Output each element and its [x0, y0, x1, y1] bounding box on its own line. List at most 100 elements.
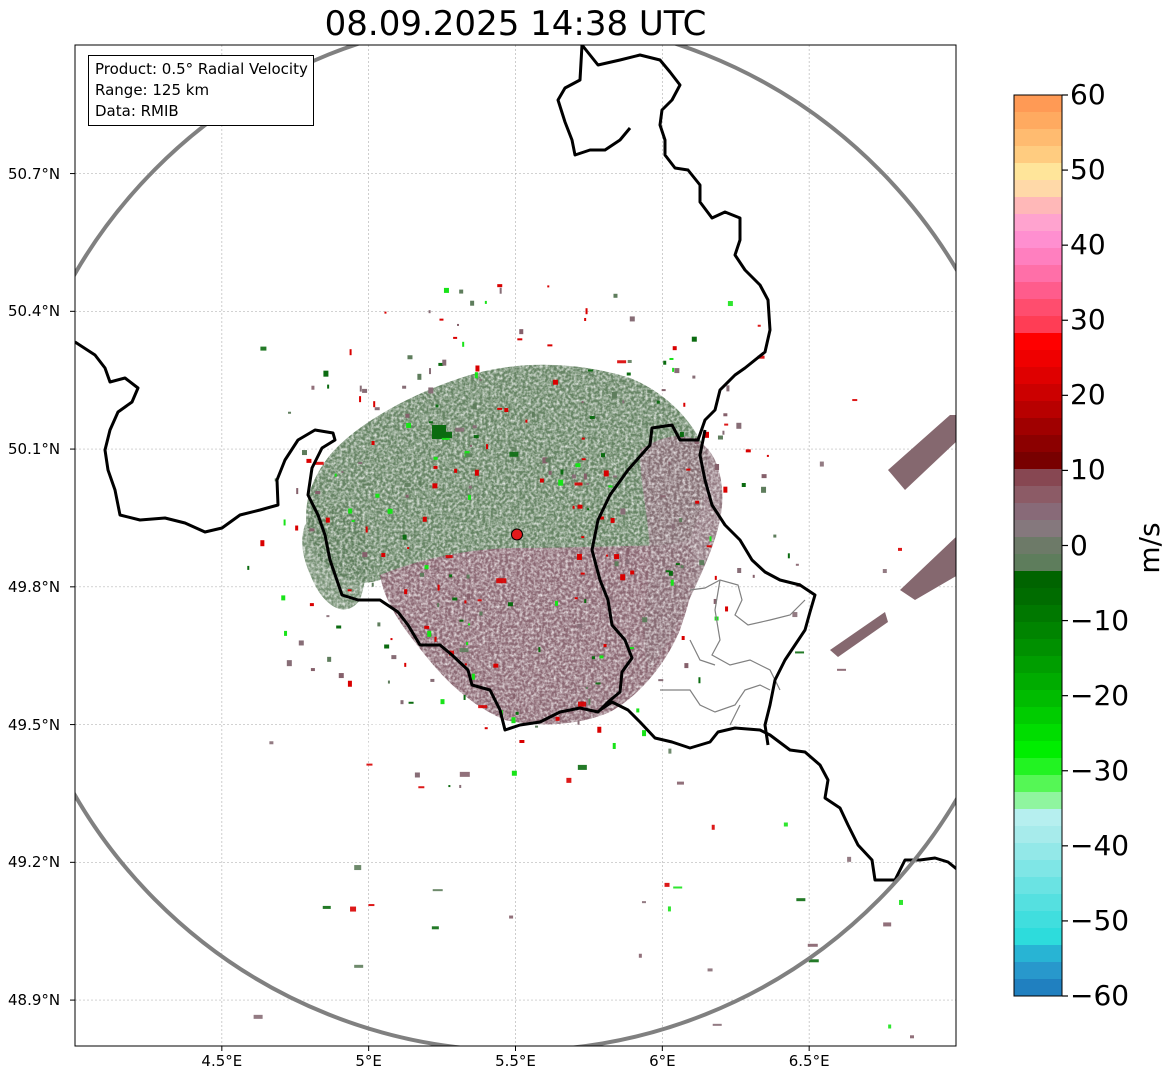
echo-pixel	[334, 473, 337, 477]
echo-pixel	[664, 882, 670, 887]
echo-pixel	[629, 316, 635, 322]
scattered-echo-pixels	[247, 284, 914, 1039]
echo-pixel	[432, 889, 443, 892]
echo-pixel	[427, 630, 432, 637]
echo-pixel	[525, 419, 528, 423]
echo-pixel	[576, 553, 582, 560]
echo-pixel	[581, 437, 585, 440]
echo-pixel	[603, 644, 607, 648]
colorbar-tick-label: 0	[1070, 528, 1088, 562]
axis-ticks	[70, 173, 810, 1051]
colorbar-tick-label: 30	[1070, 303, 1106, 337]
echo-pixel	[479, 611, 483, 616]
echo-pixel	[672, 346, 677, 351]
echo-pixel	[439, 318, 444, 321]
echo-pixel	[882, 569, 887, 574]
echo-pixel	[284, 630, 288, 636]
echo-pixel	[572, 505, 575, 509]
internal-province-borders	[660, 579, 806, 726]
colorbar	[1013, 94, 1063, 997]
echo-pixel	[452, 597, 458, 601]
echo-pixel	[301, 450, 307, 456]
lat-label: 49.8°N	[8, 577, 61, 596]
echo-pixel	[757, 324, 761, 327]
echo-pixel	[663, 360, 667, 365]
echo-pixel	[819, 461, 824, 467]
echo-pixel	[325, 517, 330, 523]
lat-label: 49.5°N	[8, 715, 61, 734]
echo-pixel	[406, 422, 412, 428]
echo-pixel	[547, 285, 550, 288]
echo-pixel	[354, 865, 362, 871]
echo-pixel	[374, 407, 380, 411]
echo-pixel	[288, 411, 292, 414]
echo-pixel	[407, 355, 413, 360]
echo-pixel	[714, 575, 717, 580]
echo-pixel	[620, 574, 626, 581]
echo-pixel	[347, 589, 352, 592]
echo-pixel	[535, 725, 539, 728]
echo-pixel	[684, 663, 689, 669]
colorbar-tick-label: 60	[1070, 78, 1106, 111]
echo-pixel	[585, 308, 588, 315]
echo-pixel	[745, 449, 751, 453]
echo-pixel	[736, 422, 742, 429]
echo-pixel	[365, 526, 368, 533]
echo-pixel	[608, 485, 613, 488]
echo-pixel	[622, 400, 625, 404]
echo-pixel	[722, 430, 725, 435]
echo-pixel	[638, 953, 642, 958]
echo-pixel	[584, 317, 587, 321]
echo-pixel	[519, 740, 525, 744]
echo-pixel	[629, 647, 634, 650]
echo-pixel	[311, 385, 315, 390]
echo-pixel	[459, 289, 464, 294]
echo-pixel	[322, 905, 331, 909]
echo-pixel	[387, 508, 393, 514]
echo-pixel	[712, 1023, 722, 1026]
echo-pixel	[484, 727, 488, 730]
border-south-loop	[599, 700, 956, 882]
echo-pixel	[474, 469, 479, 476]
echo-pixel	[641, 901, 646, 904]
echo-pixel	[795, 651, 805, 654]
echo-pixel	[479, 378, 482, 381]
echo-pixel	[515, 711, 519, 715]
echo-pixel	[606, 554, 609, 557]
echo-pixel	[457, 323, 460, 326]
echo-pixel	[548, 470, 552, 475]
echo-pixel	[757, 355, 765, 359]
echo-pixel	[373, 401, 376, 408]
echo-pixel	[752, 574, 755, 578]
echo-pixel	[626, 547, 630, 554]
echo-pixel	[673, 886, 683, 889]
echo-pixel	[589, 415, 595, 419]
echo-pixel	[459, 648, 469, 653]
echo-pixel	[309, 603, 314, 607]
echo-pixel	[725, 606, 729, 612]
echo-pixel	[668, 461, 671, 465]
echo-pixel	[429, 368, 432, 375]
lon-label: 5.5°E	[495, 1052, 536, 1070]
echo-pixel	[359, 385, 362, 392]
echo-pixel	[437, 603, 440, 608]
echo-pixel	[545, 458, 551, 463]
echo-pixel	[260, 540, 265, 547]
colorbar-tick-label: −60	[1070, 979, 1130, 1012]
echo-pixel	[384, 644, 390, 649]
echo-pixel	[511, 717, 516, 724]
echo-pixel	[773, 534, 777, 538]
lon-label: 5°E	[355, 1052, 382, 1070]
echo-pixel	[310, 668, 315, 672]
lat-label: 48.9°N	[8, 991, 61, 1010]
echo-pixel	[727, 301, 733, 307]
echo-pixel	[445, 555, 453, 559]
border-northwest	[75, 45, 772, 732]
echo-pixel	[371, 441, 375, 446]
echo-pixel	[613, 475, 618, 478]
echo-pixel	[517, 338, 523, 341]
echo-pixel	[455, 427, 465, 432]
echo-pixel	[724, 423, 729, 426]
echo-pixel	[467, 494, 471, 500]
echo-pixel	[706, 545, 712, 548]
